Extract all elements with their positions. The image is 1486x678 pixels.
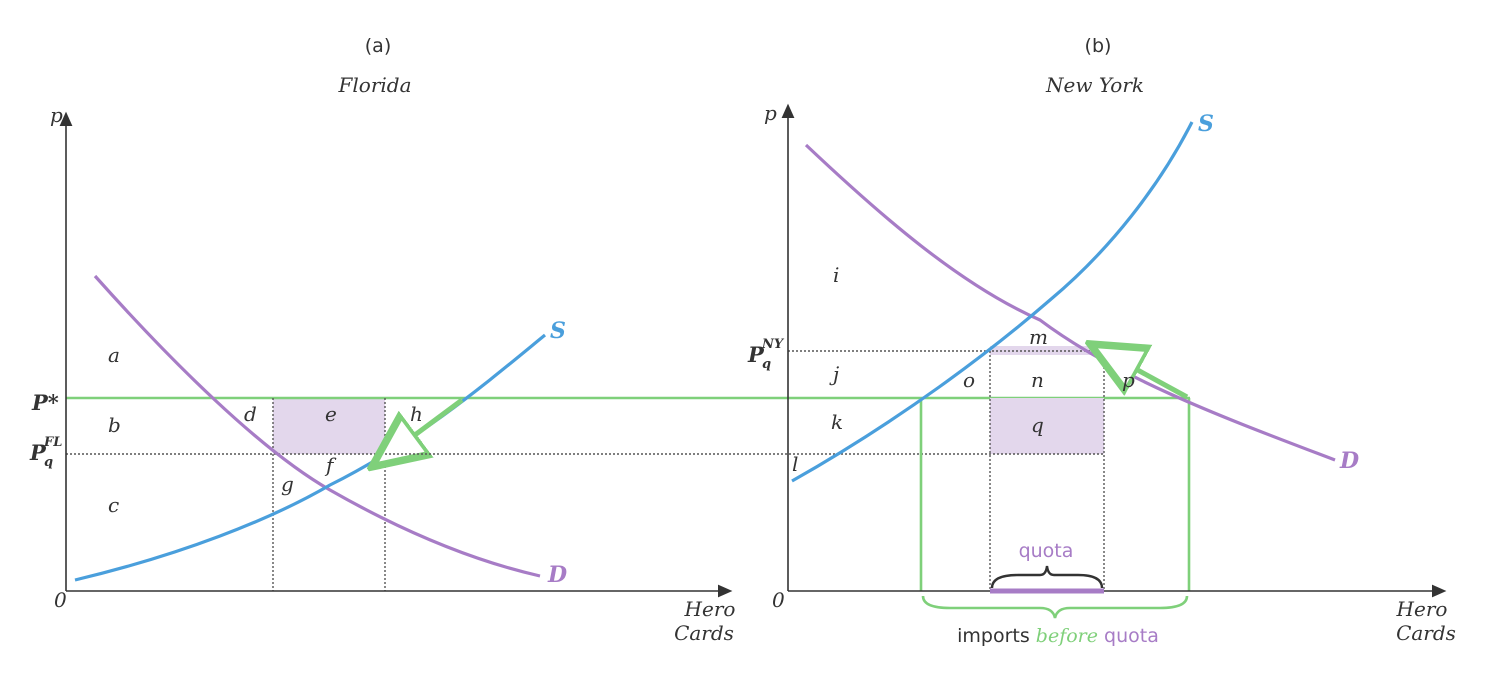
florida-x-axis-label-2: Cards (674, 621, 734, 645)
area-n: n (1031, 368, 1044, 392)
newyork-supply-label: S (1198, 111, 1214, 137)
newyork-shift-arrow (1112, 356, 1189, 400)
newyork-x-axis-label-2: Cards (1396, 621, 1456, 645)
quota-label: quota (1019, 540, 1074, 562)
florida-origin-label: 0 (54, 588, 67, 612)
imports-before-quota-label: imports before quota (957, 625, 1159, 647)
svg-text:NY: NY (761, 337, 785, 352)
area-a: a (108, 343, 120, 367)
area-l: l (792, 452, 798, 476)
imports-brace (921, 595, 1189, 619)
area-c: c (108, 493, 119, 517)
florida-shift-arrow (392, 397, 464, 452)
panel-a-tag: (a) (365, 35, 391, 57)
florida-supply-curve (74, 333, 547, 582)
svg-text:q: q (44, 455, 53, 470)
quota-brace (990, 565, 1104, 589)
area-h: h (410, 402, 423, 426)
area-m: m (1029, 325, 1048, 349)
area-b: b (108, 413, 121, 437)
newyork-supply-curve (791, 121, 1194, 483)
area-f: f (324, 453, 337, 477)
newyork-quota-price-label: P q NY (747, 337, 785, 372)
svg-text:FL: FL (43, 435, 62, 450)
panel-florida: (a) Florida p 0 Hero Cards S D P* P q FL (29, 35, 1190, 645)
florida-demand-label: D (547, 562, 567, 588)
area-i: i (833, 263, 839, 287)
panel-new-york: (b) New York p 0 Hero Cards S D P q (385, 35, 1456, 647)
florida-quota-price-label: P q FL (29, 435, 62, 470)
area-e: e (325, 402, 337, 426)
newyork-y-axis-label: p (764, 101, 777, 125)
area-d: d (244, 402, 257, 426)
area-k: k (831, 410, 843, 434)
florida-demand-curve (93, 274, 541, 578)
florida-x-axis-label-1: Hero (684, 597, 736, 621)
florida-supply-label: S (550, 318, 566, 344)
world-price-label: P* (31, 390, 59, 415)
area-q-shade (990, 398, 1104, 454)
area-g: g (281, 472, 294, 496)
svg-text:P: P (29, 440, 47, 465)
area-m-shade (990, 346, 1104, 355)
area-p: p (1122, 368, 1135, 392)
area-o: o (963, 368, 975, 392)
panel-b-tag: (b) (1085, 35, 1112, 57)
newyork-demand-label: D (1339, 448, 1359, 474)
florida-y-axis-label: p (50, 103, 63, 127)
newyork-demand-curve (804, 143, 1336, 462)
newyork-x-axis-label-1: Hero (1396, 597, 1448, 621)
area-q: q (1031, 413, 1044, 437)
panel-a-title: Florida (338, 73, 412, 97)
panel-b-title: New York (1045, 73, 1144, 97)
svg-text:P: P (747, 342, 765, 367)
area-j: j (829, 362, 839, 386)
svg-text:q: q (762, 357, 771, 372)
newyork-origin-label: 0 (772, 588, 785, 612)
